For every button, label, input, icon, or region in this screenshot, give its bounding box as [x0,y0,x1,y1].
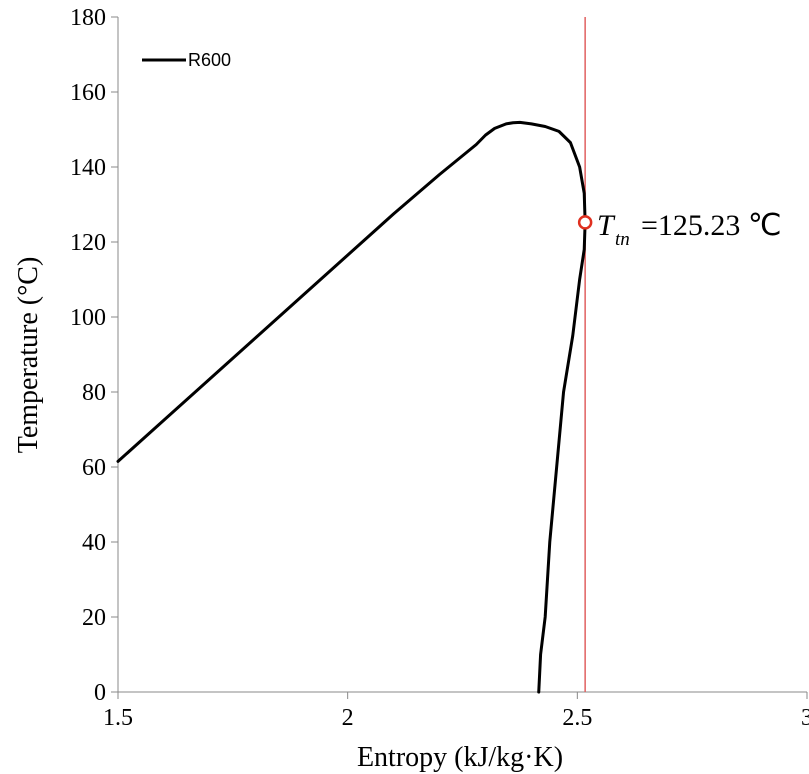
annotation: T tn =125.23 ℃ [597,209,782,250]
y-tick-label: 180 [70,5,106,31]
critical-point-marker [577,215,593,230]
y-axis-label: Temperature (°C) [13,257,44,454]
annotation-subscript: tn [615,229,630,250]
x-tick-label: 1.5 [103,705,133,731]
y-tick-label: 140 [70,155,106,181]
y-tick-label: 80 [82,380,106,406]
legend-label-r600: R600 [188,50,231,70]
y-tick-label: 160 [70,80,106,106]
annotation-value: =125.23 ℃ [641,209,782,242]
y-tick-label: 0 [94,680,106,706]
legend: R600 [142,50,231,70]
y-tick-label: 100 [70,305,106,331]
annotation-symbol: T [597,209,616,242]
x-tick-label: 2.5 [562,705,592,731]
y-tick-label: 40 [82,530,106,556]
y-axis-ticks: 0 20 40 60 80 100 120 140 160 180 [70,5,118,706]
y-tick-label: 20 [82,605,106,631]
y-tick-label: 60 [82,455,106,481]
x-axis-label: Entropy (kJ/kg·K) [357,742,563,773]
x-tick-label: 2 [342,705,354,731]
x-tick-label: 3 [801,705,809,731]
x-axis-ticks: 1.5 2 2.5 3 [103,692,809,731]
series-line-r600 [116,120,587,694]
y-tick-label: 120 [70,230,106,256]
plot-area [116,17,807,694]
